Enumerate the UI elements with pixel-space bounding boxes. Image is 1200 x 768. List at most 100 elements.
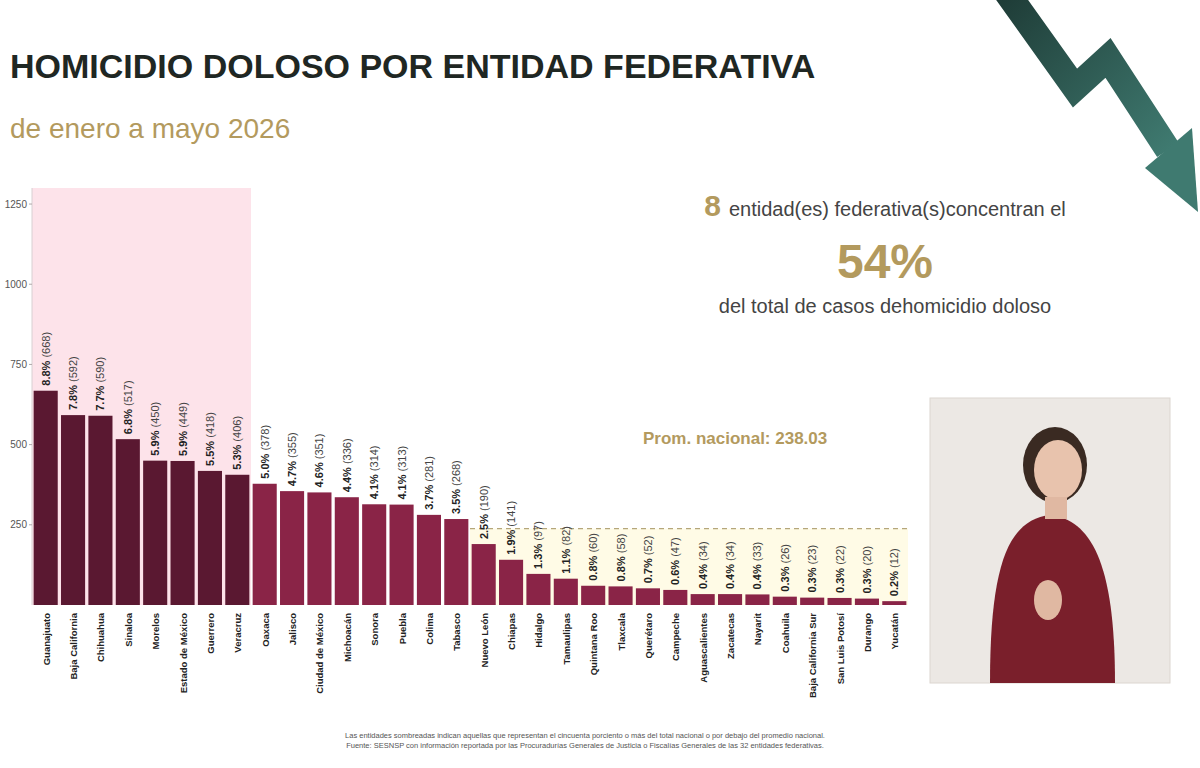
y-tick bbox=[29, 204, 32, 205]
category-label: Nayarit bbox=[752, 612, 763, 645]
category-label: Ciudad de México bbox=[314, 613, 325, 694]
bar bbox=[745, 594, 769, 605]
category-label: Tamaulipas bbox=[561, 613, 572, 665]
category-label: Oaxaca bbox=[260, 612, 271, 647]
category-label: Quintana Roo bbox=[588, 613, 599, 675]
bar bbox=[526, 574, 550, 605]
subtitle: de enero a mayo 2026 bbox=[10, 113, 290, 144]
data-label-part: (34) bbox=[724, 541, 736, 564]
data-label-part: (12) bbox=[888, 548, 900, 571]
data-label-part: 3.5% bbox=[450, 489, 462, 514]
data-label: 0.8% (60) bbox=[587, 533, 599, 581]
category-label: Coahuila bbox=[780, 612, 791, 653]
data-label-part: (141) bbox=[505, 501, 517, 530]
data-label-part: 5.0% bbox=[259, 453, 271, 478]
data-label-part: 1.1% bbox=[560, 548, 572, 573]
category-label: San Luis Potosí bbox=[835, 613, 846, 685]
y-axis bbox=[32, 188, 33, 605]
bar bbox=[499, 560, 523, 605]
data-label: 4.7% (355) bbox=[286, 432, 298, 486]
callout-line: 8entidad(es) federativa(s)concentran el bbox=[704, 189, 1066, 222]
bar bbox=[581, 586, 605, 605]
data-label: 4.6% (351) bbox=[313, 434, 325, 488]
data-label-part: 5.9% bbox=[177, 431, 189, 456]
bar bbox=[691, 594, 715, 605]
category-label: Sonora bbox=[369, 612, 380, 645]
data-label: 5.9% (450) bbox=[149, 402, 161, 456]
callout-count: 8 bbox=[704, 189, 721, 222]
concentration-shade bbox=[32, 188, 251, 605]
bar bbox=[88, 416, 112, 605]
bar bbox=[882, 601, 906, 605]
data-label: 5.5% (418) bbox=[204, 412, 216, 466]
data-label-part: 4.7% bbox=[286, 461, 298, 486]
footnote: Las entidades sombreadas indican aquella… bbox=[345, 731, 825, 740]
bar bbox=[609, 586, 633, 605]
category-label: Hidalgo bbox=[533, 613, 544, 648]
data-label-part: 7.8% bbox=[67, 385, 79, 410]
data-label: 4.1% (314) bbox=[368, 445, 380, 499]
bars bbox=[34, 391, 907, 605]
category-label: Estado de México bbox=[178, 613, 189, 693]
data-label-part: 8.8% bbox=[40, 360, 52, 385]
category-label: Nuevo León bbox=[479, 613, 490, 668]
data-label-part: 0.3% bbox=[861, 568, 873, 593]
data-label-part: 7.7% bbox=[94, 385, 106, 410]
data-label-part: (34) bbox=[697, 541, 709, 564]
figure-face bbox=[1034, 440, 1082, 500]
data-label: 0.8% (58) bbox=[615, 534, 627, 582]
data-label: 3.5% (268) bbox=[450, 460, 462, 514]
data-label: 5.3% (406) bbox=[231, 416, 243, 470]
data-label-part: (268) bbox=[450, 460, 462, 489]
data-label-part: (20) bbox=[861, 546, 873, 569]
y-tick bbox=[29, 444, 32, 445]
data-label: 7.8% (592) bbox=[67, 356, 79, 410]
data-label-part: 5.3% bbox=[231, 444, 243, 469]
bar bbox=[335, 497, 359, 605]
data-label-part: 0.8% bbox=[615, 556, 627, 581]
data-label-part: (33) bbox=[751, 542, 763, 565]
category-label: Yucatán bbox=[889, 613, 900, 650]
category-label: Veracruz bbox=[232, 613, 243, 653]
data-label: 4.4% (336) bbox=[341, 438, 353, 492]
data-label-part: (52) bbox=[642, 536, 654, 559]
data-label-part: (418) bbox=[204, 412, 216, 441]
background bbox=[0, 0, 1200, 768]
chart: HOMICIDIO DOLOSO POR ENTIDAD FEDERATIVAd… bbox=[0, 0, 1200, 768]
data-label: 2.5% (190) bbox=[478, 485, 490, 539]
data-label: 0.3% (22) bbox=[834, 545, 846, 593]
bar bbox=[253, 484, 277, 605]
data-label-part: 1.9% bbox=[505, 529, 517, 554]
bar bbox=[773, 597, 797, 605]
y-tick-label: 1000 bbox=[5, 279, 28, 290]
category-label: Tlaxcala bbox=[616, 612, 627, 650]
data-label-part: (22) bbox=[834, 545, 846, 568]
data-label: 4.1% (313) bbox=[396, 446, 408, 500]
panel-bg bbox=[930, 398, 1170, 683]
data-label-part: (23) bbox=[806, 545, 818, 568]
bar bbox=[417, 515, 441, 605]
data-label-part: (314) bbox=[368, 445, 380, 474]
data-label-part: (26) bbox=[779, 544, 791, 567]
figure-hair bbox=[1023, 427, 1087, 503]
data-label-part: (449) bbox=[177, 402, 189, 431]
data-label-part: 4.6% bbox=[313, 462, 325, 487]
data-label-part: (190) bbox=[478, 485, 490, 514]
category-label: Michoacán bbox=[342, 613, 353, 662]
data-label: 0.4% (33) bbox=[751, 542, 763, 590]
category-label: Durango bbox=[862, 613, 873, 652]
y-tick bbox=[29, 284, 32, 285]
category-label: Chihuahua bbox=[95, 612, 106, 662]
category-label: Zacatecas bbox=[725, 613, 736, 659]
data-label-part: 0.4% bbox=[724, 564, 736, 589]
callout-share: 54% bbox=[837, 235, 933, 288]
bar bbox=[472, 544, 496, 605]
data-label: 1.3% (97) bbox=[532, 521, 544, 569]
data-label-part: 0.8% bbox=[587, 555, 599, 580]
data-label-part: (351) bbox=[313, 434, 325, 463]
bar bbox=[828, 598, 852, 605]
callout-text: del total de casos dehomicidio doloso bbox=[719, 295, 1051, 317]
bar bbox=[554, 579, 578, 605]
data-label-part: (590) bbox=[94, 357, 106, 386]
data-label: 5.9% (449) bbox=[177, 402, 189, 456]
